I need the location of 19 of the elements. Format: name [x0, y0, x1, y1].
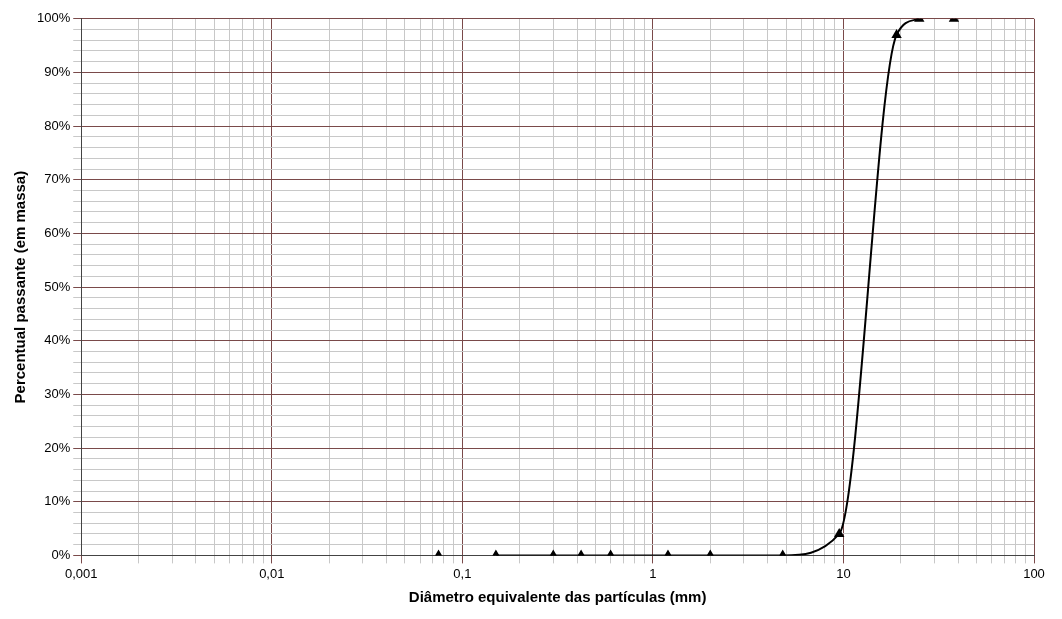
x-tick-label: 10 [836, 565, 851, 581]
y-tick-label: 90% [44, 64, 71, 80]
x-tick-label: 1 [649, 565, 657, 581]
y-tick-label: 70% [44, 171, 71, 187]
y-tick-label: 30% [44, 386, 71, 401]
y-tick-label: 100% [37, 10, 71, 26]
y-tick-label: 20% [44, 439, 71, 455]
x-tick-label: 0,001 [64, 565, 98, 581]
y-tick-label: 0% [51, 546, 71, 562]
y-axis-title: Percentual passante (em massa) [11, 170, 29, 404]
y-tick-label: 10% [44, 493, 71, 509]
x-tick-label: 0,1 [453, 565, 472, 581]
y-tick-label: 60% [44, 225, 71, 241]
y-tick-label: 50% [44, 278, 71, 294]
x-tick-label: 100 [1023, 565, 1045, 581]
x-axis-title: Diâmetro equivalente das partículas (mm) [408, 588, 707, 606]
y-tick-label: 40% [44, 332, 71, 348]
x-tick-label: 0,01 [259, 565, 285, 581]
y-tick-label: 80% [44, 117, 71, 133]
